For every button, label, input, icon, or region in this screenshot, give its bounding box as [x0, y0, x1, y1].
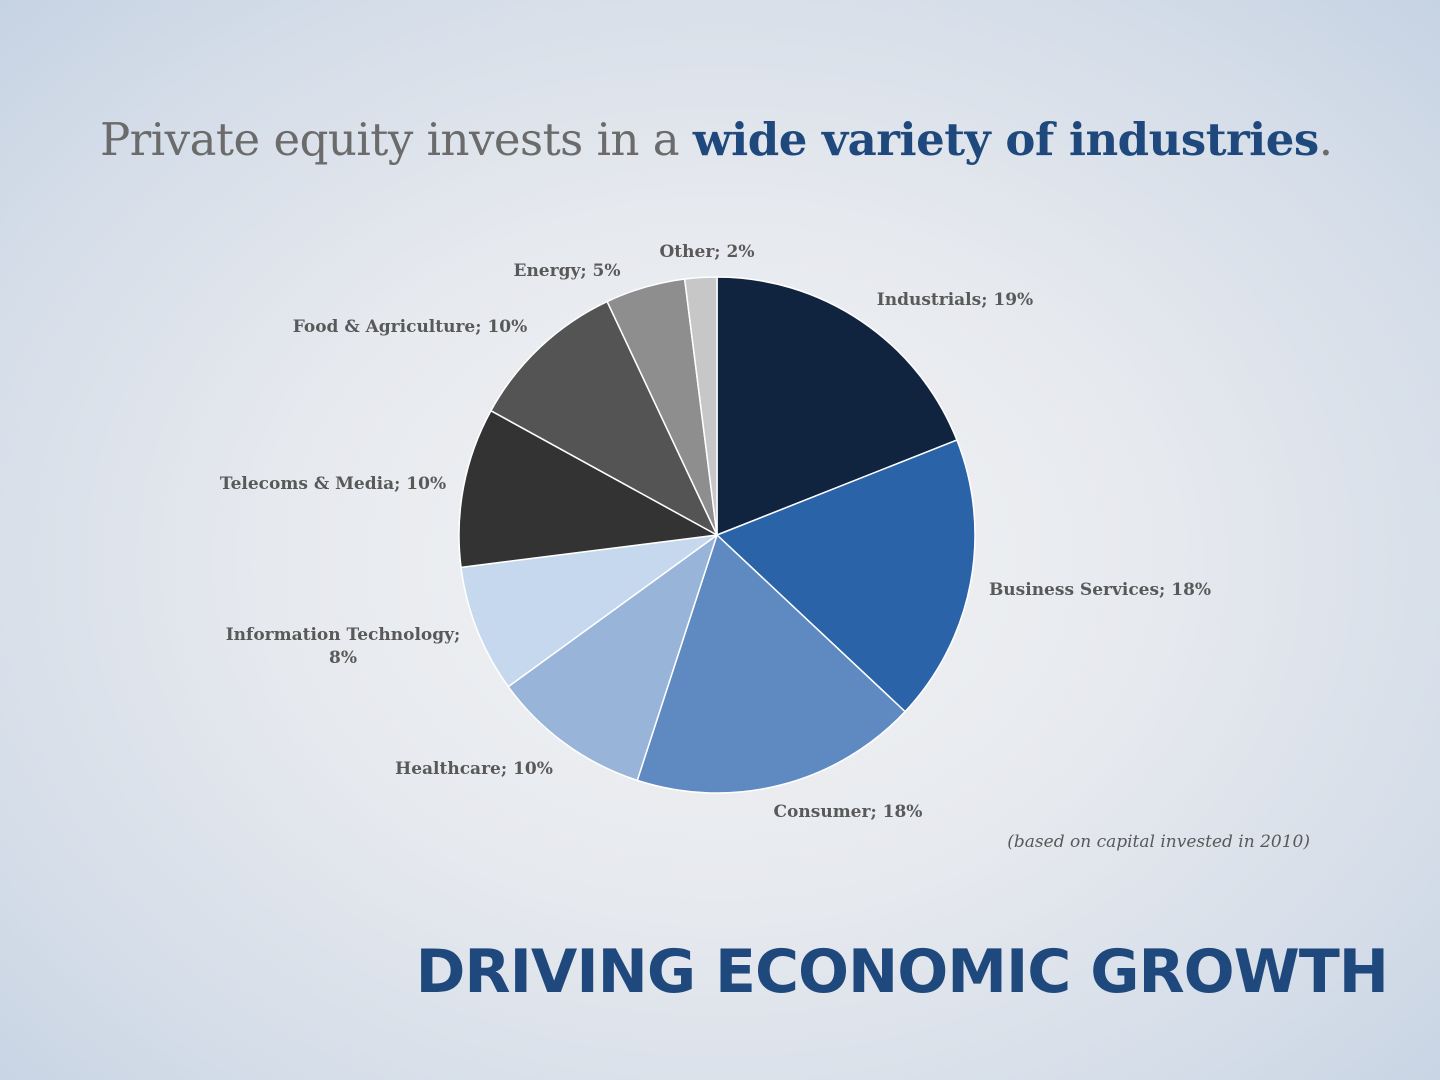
pie-slice-business-services: [716, 439, 976, 713]
pie-label-consumer: Consumer; 18%: [774, 802, 923, 822]
pie-slices: [458, 276, 976, 794]
pie-label-energy: Energy; 5%: [513, 261, 620, 281]
pie-label-food-and-agriculture: Food & Agriculture; 10%: [293, 317, 528, 337]
pie-slice-food-and-agriculture: [490, 300, 718, 536]
headline-emphasis: wide variety of industries: [692, 113, 1319, 166]
pie-slice-other: [683, 276, 718, 536]
pie-slice-healthcare: [507, 534, 718, 782]
pie-labels: Industrials; 19% Business Services; 18% Co…: [220, 242, 1211, 822]
pie-slice-information-technology: [460, 534, 718, 688]
pie-slice-industrials: [716, 276, 958, 536]
pie-label-other: Other; 2%: [660, 242, 755, 262]
pie-label-business-services: Business Services; 18%: [989, 580, 1211, 600]
pie-label-industrials: Industrials; 19%: [877, 290, 1033, 310]
headline-text: Private equity invests in a: [100, 113, 693, 166]
headline-period: .: [1318, 113, 1333, 166]
pie-label-information-technology: Information Technology; 8%: [226, 625, 461, 668]
pie-label-telecoms-and-media: Telecoms & Media; 10%: [220, 474, 446, 494]
chart-footnote: (based on capital invested in 2010): [1007, 832, 1310, 852]
pie-slice-telecoms-and-media: [458, 409, 718, 569]
pie-slice-consumer: [636, 534, 906, 794]
pie-label-healthcare: Healthcare; 10%: [395, 759, 553, 779]
brand-title: DRIVING ECONOMIC GROWTH: [415, 937, 1389, 1007]
slide-headline: Private equity invests in a wide variety…: [100, 108, 1360, 172]
